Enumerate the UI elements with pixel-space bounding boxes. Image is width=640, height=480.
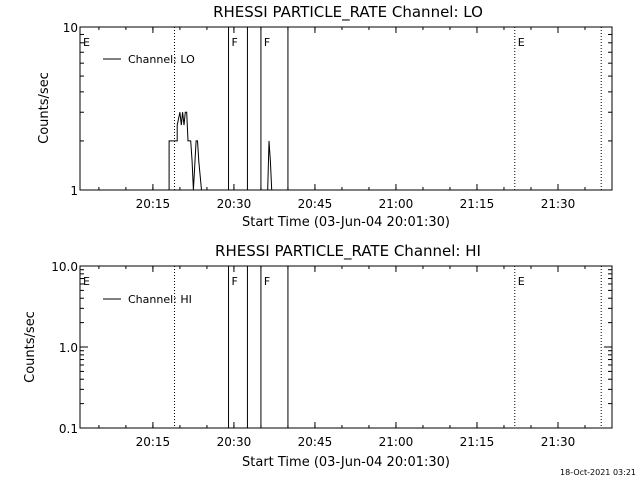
timestamp: 18-Oct-2021 03:21 xyxy=(560,468,636,477)
panel-lo: RHESSI PARTICLE_RATE Channel: LO 20:15 20… xyxy=(37,3,613,230)
x-tick-label: 21:30 xyxy=(541,197,576,211)
legend-label-lo: Channel: LO xyxy=(128,53,195,66)
event-label: F xyxy=(232,275,238,288)
plot-frame-hi xyxy=(79,265,613,429)
x-tick-label: 21:15 xyxy=(460,435,495,449)
x-tick-label: 20:45 xyxy=(298,197,333,211)
y-tick-label: 1.0 xyxy=(59,341,78,355)
x-axis-label-lo: Start Time (03-Jun-04 20:01:30) xyxy=(242,215,450,230)
chart-title-lo: RHESSI PARTICLE_RATE Channel: LO xyxy=(213,3,483,22)
series-line xyxy=(168,111,207,191)
series-line xyxy=(267,140,273,191)
y-axis-label-lo: Counts/sec xyxy=(37,72,52,144)
panel-hi: RHESSI PARTICLE_RATE Channel: HI 20:15 20… xyxy=(23,242,613,470)
x-tick-label: 20:45 xyxy=(298,435,333,449)
x-tick-label: 20:15 xyxy=(136,197,171,211)
x-tick-label: 20:15 xyxy=(136,435,171,449)
event-label: F xyxy=(232,36,238,49)
x-tick-label: 21:15 xyxy=(460,197,495,211)
x-tick-label: 20:30 xyxy=(217,435,252,449)
legend-label-hi: Channel: HI xyxy=(128,293,192,306)
series-lo xyxy=(168,111,273,191)
y-tick-label: 10.0 xyxy=(51,260,78,274)
y-tick-label: 10 xyxy=(63,21,78,35)
x-tick-label: 21:00 xyxy=(379,197,414,211)
x-tick-label: 21:00 xyxy=(379,435,414,449)
legend-lo: Channel: LO xyxy=(103,53,195,66)
y-tick-label: 1 xyxy=(70,184,78,198)
x-axis-label-hi: Start Time (03-Jun-04 20:01:30) xyxy=(242,455,450,470)
plot-frame-lo xyxy=(79,26,613,191)
event-label: F xyxy=(264,275,270,288)
event-label: E xyxy=(83,275,90,288)
event-label: E xyxy=(518,36,525,49)
x-ticks-hi: 20:15 20:30 20:45 21:00 21:15 21:30 0.1 1.0 10.0 xyxy=(51,260,612,449)
event-label: E xyxy=(83,36,90,49)
legend-hi: Channel: HI xyxy=(103,293,192,306)
y-tick-label: 0.1 xyxy=(59,422,78,436)
x-tick-label: 21:30 xyxy=(541,435,576,449)
event-label: E xyxy=(518,275,525,288)
y-axis-label-hi: Counts/sec xyxy=(23,311,38,383)
x-tick-label: 20:30 xyxy=(217,197,252,211)
event-label: F xyxy=(264,36,270,49)
x-ticks-lo: 20:15 20:30 20:45 21:00 21:15 21:30 1 10 xyxy=(63,21,612,211)
chart-title-hi: RHESSI PARTICLE_RATE Channel: HI xyxy=(215,242,481,261)
